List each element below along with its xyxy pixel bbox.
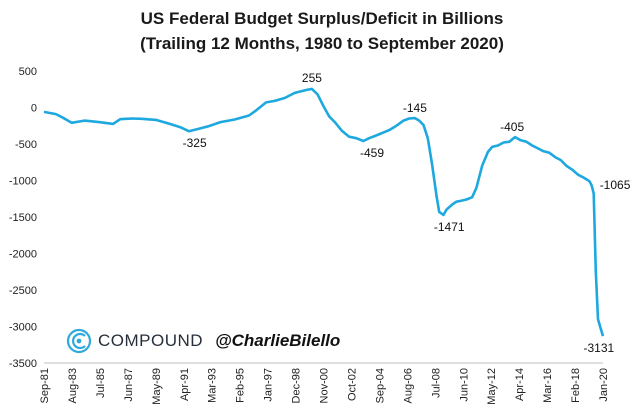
x-tick-label: Mar-16: [542, 368, 554, 403]
x-tick-label: Sep-04: [374, 368, 386, 403]
x-tick-label: Dec-98: [291, 368, 303, 403]
y-tick-label: -3000: [9, 322, 37, 334]
data-label: -1065: [600, 178, 631, 192]
x-tick-label: Jun-87: [123, 368, 135, 402]
brand-name: COMPOUND: [98, 331, 204, 350]
chart-title-line2: (Trailing 12 Months, 1980 to September 2…: [140, 34, 504, 53]
x-tick-label: Jan-20: [598, 368, 610, 402]
compound-logo-icon: [66, 328, 92, 354]
x-tick-label: May-12: [486, 368, 498, 405]
y-tick-label: -3500: [9, 358, 37, 370]
x-tick-label: Jul-85: [95, 368, 107, 398]
x-tick-label: Aug-83: [67, 368, 79, 403]
x-tick-label: Feb-95: [235, 368, 247, 403]
x-tick-label: Sep-81: [39, 368, 51, 403]
data-label: -459: [360, 146, 384, 160]
y-tick-label: -500: [15, 139, 37, 151]
data-label: 255: [302, 71, 322, 85]
chart-title-line1: US Federal Budget Surplus/Deficit in Bil…: [140, 9, 504, 28]
y-tick-label: -2000: [9, 249, 37, 261]
data-label: -325: [183, 136, 207, 150]
y-axis: 500 0 -500 -1000 -1500 -2000 -2500 -3000 -3500: [9, 66, 37, 370]
data-labels: -325 255 -459 -145 -1471 -405 -1065 -3131: [183, 71, 631, 355]
data-label: -145: [403, 101, 427, 115]
x-tick-label: Mar-93: [207, 368, 219, 403]
x-axis: Sep-81 Aug-83 Jul-85 Jun-87 May-89 Apr-91 Mar-…: [39, 362, 610, 405]
x-tick-label: Jul-08: [430, 368, 442, 398]
y-tick-label: -1000: [9, 176, 37, 188]
y-tick-label: -1500: [9, 212, 37, 224]
y-tick-label: 0: [31, 103, 37, 115]
x-tick-label: Jun-10: [458, 368, 470, 402]
x-tick-label: Feb-18: [570, 368, 582, 403]
x-tick-label: Aug-06: [402, 368, 414, 403]
x-tick-label: Jan-97: [263, 368, 275, 402]
y-tick-label: -2500: [9, 285, 37, 297]
x-tick-label: Apr-14: [514, 368, 526, 401]
brand-handle: @CharlieBilello: [215, 331, 341, 350]
x-tick-label: Apr-91: [179, 368, 191, 401]
data-label: -3131: [584, 341, 615, 355]
y-tick-label: 500: [19, 66, 37, 78]
brand-watermark: COMPOUND @CharlieBilello: [66, 326, 340, 356]
data-label: -405: [500, 120, 524, 134]
x-tick-label: Oct-02: [346, 368, 358, 401]
data-label: -1471: [434, 220, 465, 234]
x-tick-label: May-89: [151, 368, 163, 405]
x-tick-label: Nov-00: [319, 368, 331, 403]
deficit-series-line: [43, 87, 605, 337]
